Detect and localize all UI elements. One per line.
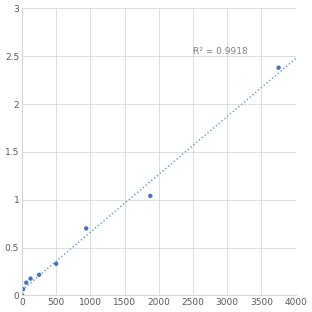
Text: R² = 0.9918: R² = 0.9918 [193, 47, 248, 56]
Point [20, 292, 25, 297]
Point [21, 287, 26, 292]
Point [24, 280, 29, 285]
Point [37, 272, 41, 277]
Point [54, 261, 59, 266]
Point [84, 226, 89, 231]
Point [276, 65, 281, 70]
Point [28, 276, 33, 281]
Point [148, 193, 153, 198]
